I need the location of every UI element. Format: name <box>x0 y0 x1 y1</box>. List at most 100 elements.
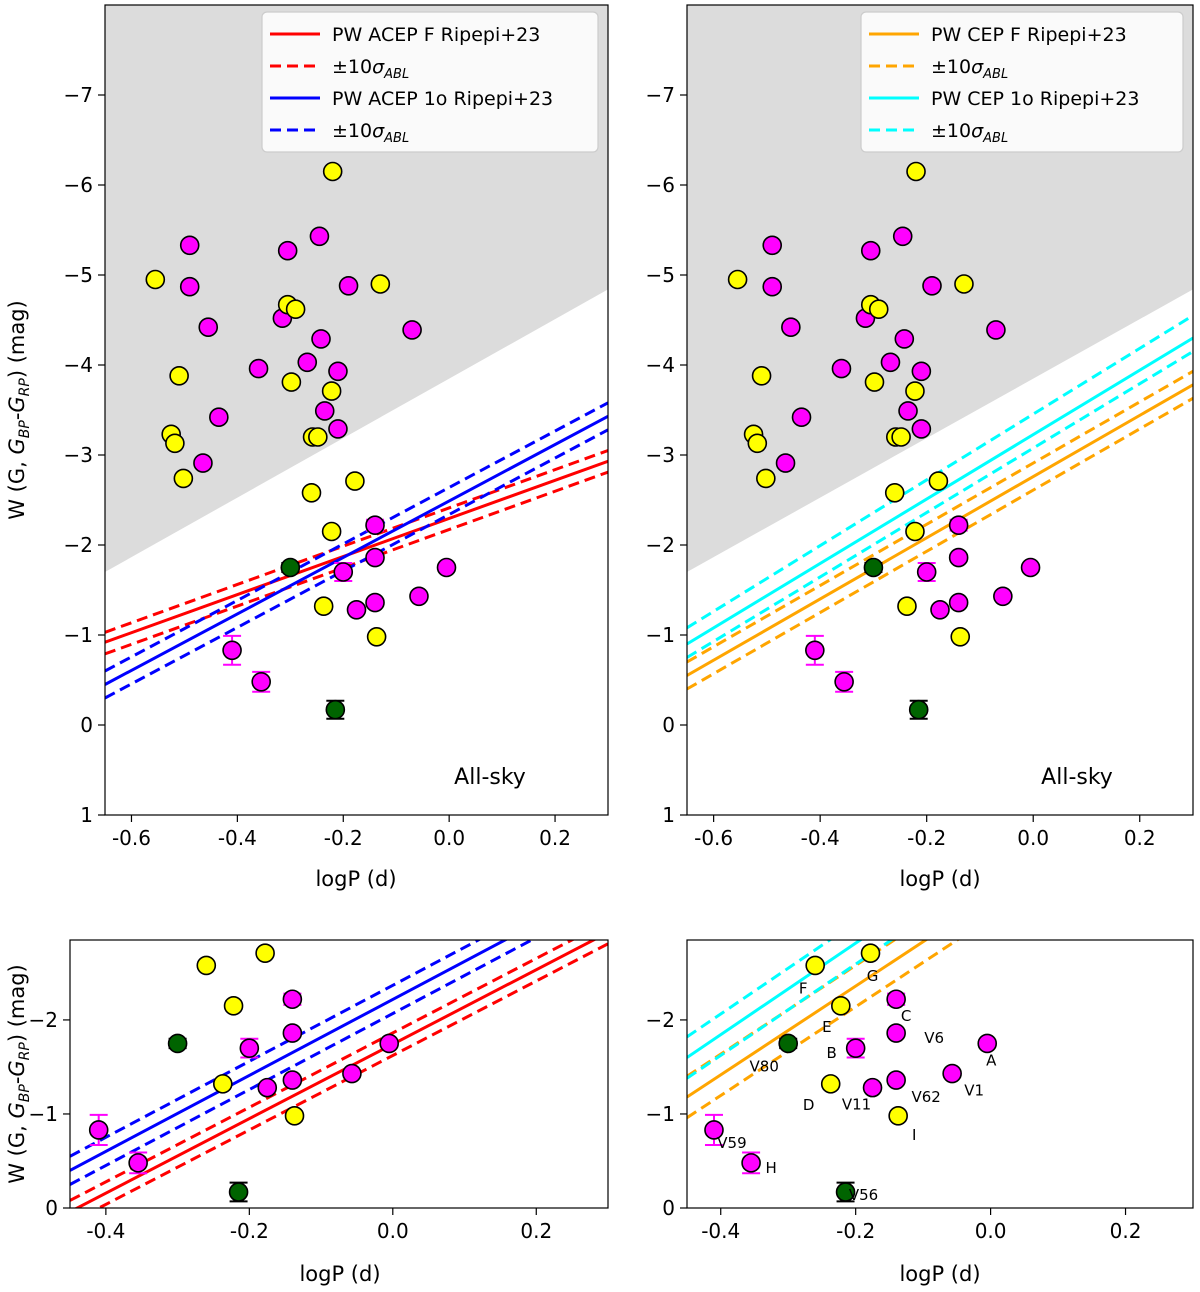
data-point <box>862 1077 883 1098</box>
fit-line-dashed <box>70 940 482 1158</box>
data-point <box>916 562 937 582</box>
point-label: H <box>765 1159 776 1177</box>
point-label: G <box>867 967 879 985</box>
data-point <box>948 592 969 613</box>
point-marker <box>860 943 881 963</box>
x-tick-label: 0.2 <box>520 1219 552 1243</box>
panel-bottom-left: 0 −1 −2 -0.4 -0.2 0.0 0.2 logP (d) W (G, GBP-… <box>5 939 609 1286</box>
x-tick-label: -0.2 <box>324 826 363 850</box>
point-marker <box>898 401 918 421</box>
data-point <box>781 317 801 338</box>
data-points <box>145 161 457 720</box>
point-label: V80 <box>750 1057 779 1075</box>
data-point <box>145 269 166 290</box>
data-point <box>248 358 269 379</box>
point-marker <box>251 671 271 692</box>
point-marker <box>820 1074 841 1094</box>
data-point <box>366 626 387 647</box>
point-marker <box>436 557 457 578</box>
data-points <box>88 943 400 1203</box>
data-point <box>301 482 322 503</box>
point-marker <box>311 329 331 349</box>
panel-top-left: 1 0 −1 −2 −3 −4 −5 −6 −7 -0.6 -0.4 -0.2 0.0 0.2 logP… <box>5 4 609 891</box>
x-tick-label: 0.2 <box>539 826 571 850</box>
point-marker <box>751 365 772 386</box>
fit-line <box>687 940 929 1099</box>
point-marker <box>365 547 385 568</box>
data-point <box>864 372 885 392</box>
data-point <box>886 1070 906 1090</box>
point-marker <box>845 1038 866 1058</box>
data-points <box>727 161 1041 720</box>
point-marker <box>366 626 387 647</box>
data-point <box>365 515 385 536</box>
panel-top-right: 1 0 −1 −2 −3 −4 −5 −6 −7 -0.6 -0.4 -0.2 0.0 0.2 logP… <box>646 4 1194 891</box>
point-marker <box>297 352 318 373</box>
y-tick-label: −4 <box>64 353 93 377</box>
fit-line-dashed <box>687 940 895 1080</box>
data-point <box>328 361 348 382</box>
fit-line-dashed <box>105 470 608 656</box>
data-point <box>911 419 932 439</box>
x-axis-label: logP (d) <box>299 1262 380 1286</box>
point-marker <box>805 955 825 976</box>
data-point <box>251 670 271 693</box>
y-tick-label: 0 <box>45 1196 58 1220</box>
fit-line-dashed <box>95 942 608 1208</box>
point-marker <box>313 596 334 617</box>
data-point <box>297 352 318 373</box>
data-point <box>886 989 906 1010</box>
data-point <box>948 515 969 536</box>
x-tick-label: 0.0 <box>1017 826 1049 850</box>
point-label: V56 <box>849 1186 878 1204</box>
point-marker <box>778 1033 799 1054</box>
fit-line <box>687 383 1193 677</box>
fit-line-dashed <box>70 940 535 1186</box>
data-point <box>282 989 303 1010</box>
y-tick-label: −2 <box>29 1008 58 1032</box>
fit-lines <box>105 401 608 700</box>
legend-label: PW CEP F Ripepi+23 <box>931 24 1127 46</box>
data-point <box>922 275 942 296</box>
data-point <box>860 943 881 963</box>
x-tick-label: -0.4 <box>86 1219 125 1243</box>
y-tick-label: 0 <box>662 1196 675 1220</box>
data-point <box>884 482 905 503</box>
point-marker <box>868 299 889 320</box>
point-marker <box>930 599 950 620</box>
data-point <box>212 1074 233 1094</box>
data-point <box>891 427 911 447</box>
point-marker <box>285 299 306 320</box>
plot-frame <box>69 939 609 1209</box>
point-marker <box>762 235 783 256</box>
point-marker <box>905 381 925 401</box>
x-tick-label: -0.4 <box>801 826 840 850</box>
data-point <box>820 1074 841 1094</box>
annotation-label: All-sky <box>454 765 526 790</box>
point-marker <box>986 320 1006 340</box>
data-point <box>209 407 229 428</box>
point-marker <box>284 1106 305 1126</box>
data-point <box>409 586 429 607</box>
point-marker <box>908 699 929 720</box>
y-tick-label: −3 <box>646 443 675 467</box>
y-ticks: 0 −1 −2 <box>29 1008 70 1220</box>
y-tick-label: 1 <box>80 803 93 827</box>
point-marker <box>911 419 932 439</box>
point-marker <box>379 1033 400 1054</box>
data-point <box>169 365 189 386</box>
data-point <box>402 320 422 340</box>
data-point <box>775 453 796 473</box>
point-marker <box>880 352 901 373</box>
data-point <box>805 634 825 666</box>
data-point <box>193 453 213 473</box>
annotation-label: All-sky <box>1041 765 1113 790</box>
data-point <box>930 599 950 620</box>
point-marker <box>342 1063 362 1084</box>
point-marker <box>834 671 854 692</box>
fit-lines <box>687 940 960 1119</box>
data-point <box>342 1063 362 1084</box>
data-point <box>751 365 772 386</box>
point-marker <box>891 427 911 447</box>
